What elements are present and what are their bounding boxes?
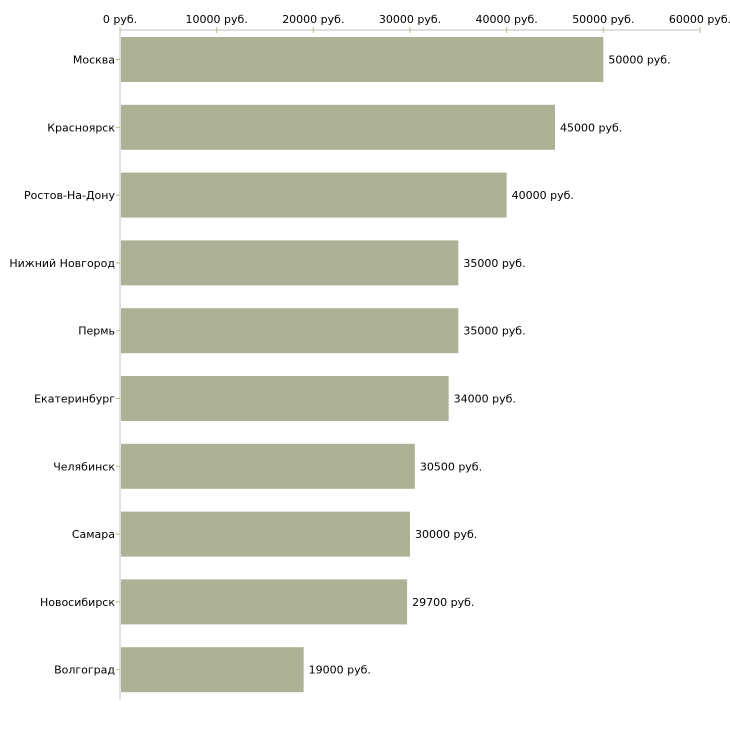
x-tick-label: 10000 руб. (186, 13, 248, 26)
bar (121, 37, 604, 82)
x-tick-label: 20000 руб. (282, 13, 344, 26)
bar (121, 240, 459, 286)
category-label: Самара (72, 528, 115, 541)
data-label: 29700 руб. (412, 596, 474, 609)
category-label: Москва (73, 54, 115, 67)
category-label: Пермь (78, 325, 115, 338)
x-tick-label: 50000 руб. (572, 13, 634, 26)
data-label: 35000 руб. (463, 325, 525, 338)
category-label: Новосибирск (40, 596, 115, 609)
bar (121, 172, 507, 218)
category-label: Нижний Новгород (9, 257, 115, 270)
category-label: Ростов-На-Дону (24, 189, 115, 202)
data-label: 30000 руб. (415, 528, 477, 541)
bar (121, 511, 410, 557)
bar (121, 647, 304, 693)
data-label: 50000 руб. (608, 54, 670, 67)
category-label: Челябинск (53, 460, 115, 473)
category-label: Екатеринбург (34, 393, 115, 406)
data-label: 19000 руб. (309, 664, 371, 677)
x-tick-label: 40000 руб. (476, 13, 538, 26)
category-label: Красноярск (47, 121, 115, 134)
x-tick-label: 0 руб. (103, 13, 137, 26)
data-label: 35000 руб. (463, 257, 525, 270)
data-label: 40000 руб. (512, 189, 574, 202)
bar (121, 579, 408, 625)
bar (121, 443, 415, 489)
data-label: 30500 руб. (420, 460, 482, 473)
bar (121, 104, 555, 150)
x-tick-label: 60000 руб. (669, 13, 730, 26)
category-label: Волгоград (54, 664, 115, 677)
data-label: 45000 руб. (560, 121, 622, 134)
x-tick-label: 30000 руб. (379, 13, 441, 26)
bar (121, 308, 459, 354)
data-label: 34000 руб. (454, 393, 516, 406)
bar (121, 376, 449, 421)
